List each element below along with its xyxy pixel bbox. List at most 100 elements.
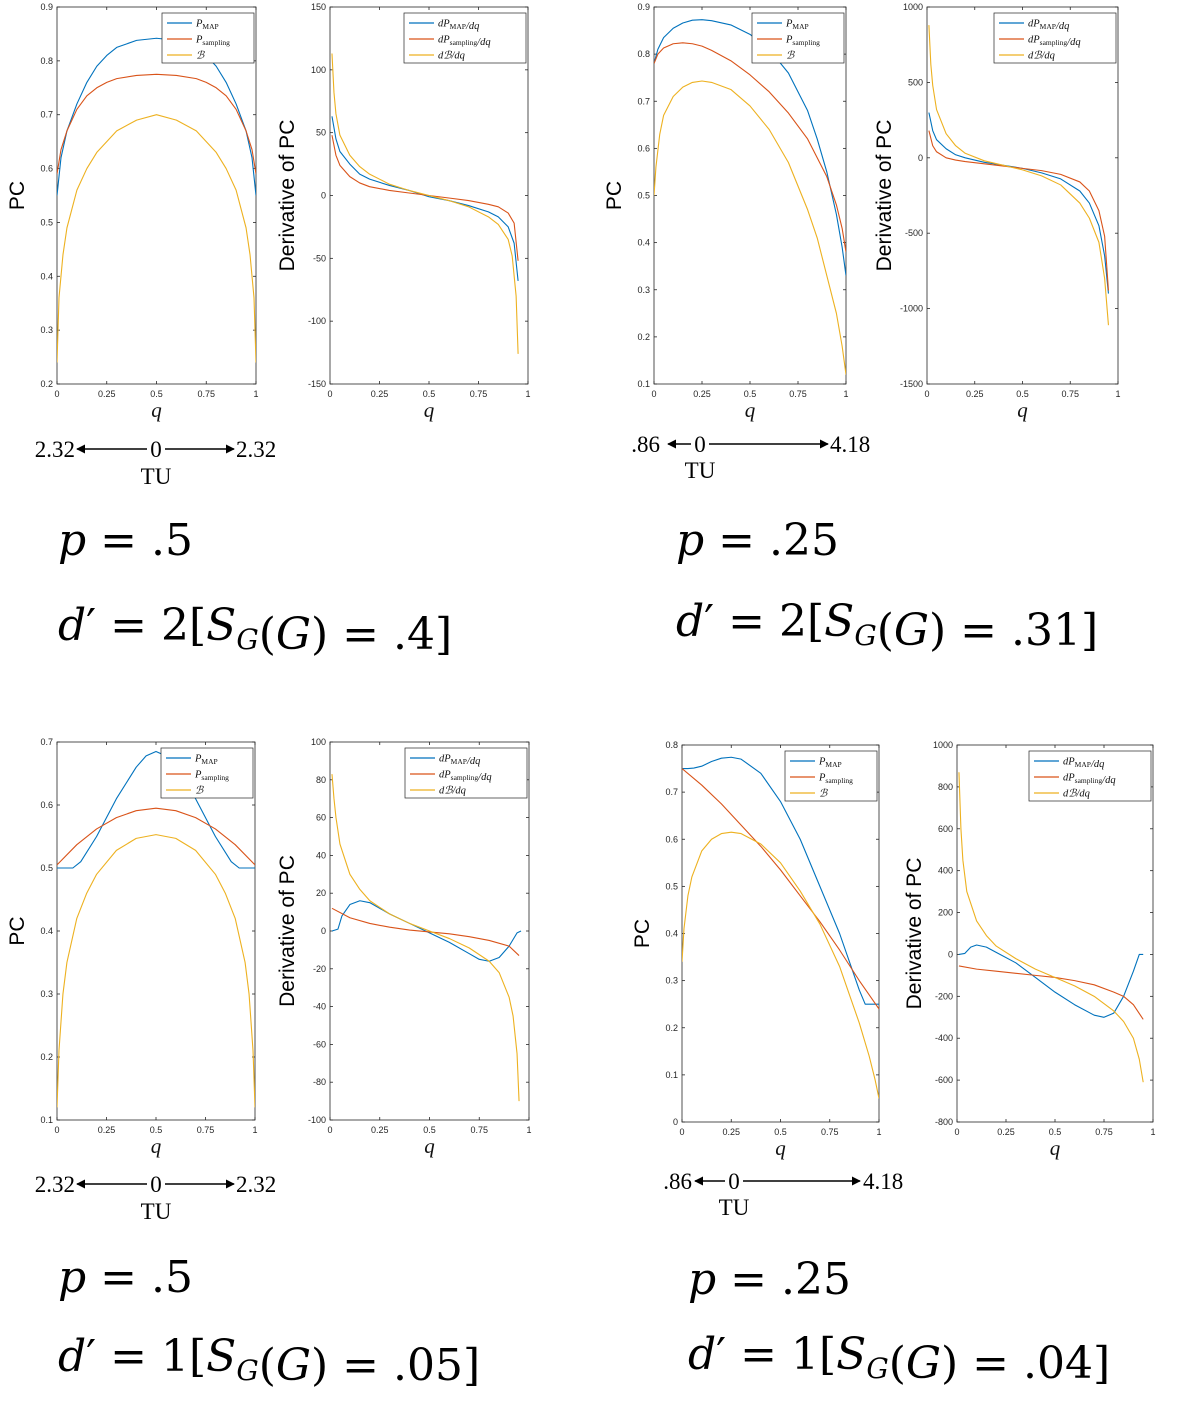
y-axis-label: Derivative of PC (903, 858, 926, 1010)
y-tick-label: 100 (311, 737, 326, 747)
legend-entry: dPsampling/dq (438, 35, 491, 49)
x-tick-label: 0.5 (150, 1125, 163, 1135)
legend: PMAP Psampling ℬ (161, 12, 255, 64)
tu-scale-4: .86 0 4.18 TU (663, 1169, 903, 1220)
tu-center-value: 0 (150, 1172, 162, 1197)
x-axis-label: q (151, 398, 162, 422)
annotations-layer: 2.32 0 2.32 TU .86 0 4.18 TU 2.32 0 2.32 TU .86 0 4.18… (35, 432, 1110, 1391)
y-tick-label: 600 (938, 824, 953, 834)
legend-entry: Psampling (194, 770, 229, 783)
tu-left-value: 2.32 (35, 437, 75, 462)
y-axis-label: PC (6, 916, 29, 945)
tu-left-value: .86 (631, 432, 660, 457)
x-tick-label: 0.75 (470, 1125, 488, 1135)
x-tick-label: 1 (526, 1125, 531, 1135)
series-line-bayes (682, 831, 879, 1099)
d-prime-line: d′ = 1[SG(G) = .04] (688, 1329, 1110, 1389)
y-tick-label: 0.7 (40, 110, 53, 120)
y-tick-label: 200 (938, 908, 953, 918)
legend: PMAP Psampling ℬ (160, 747, 254, 799)
legend-entry: ℬ (196, 50, 205, 62)
x-tick-label: 1 (253, 389, 258, 399)
x-tick-label: 0.5 (423, 1125, 436, 1135)
y-tick-label: 0.1 (665, 1070, 678, 1080)
series-line-map (57, 37, 256, 196)
chart-pc_p50_d2: 0 0.25 0.5 0.75 1 0.2 0.3 0.4 0.5 0.6 0.7 0.8 0.9 q PC… (6, 2, 259, 422)
legend-entry: dPsampling/dq (1028, 35, 1081, 49)
y-tick-label: 0.7 (637, 96, 650, 106)
legend-entry: dPsampling/dq (439, 770, 492, 784)
d-prime-line: d′ = 2[SG(G) = .31] (676, 596, 1098, 656)
series-line-map (57, 750, 255, 869)
y-axis-label: Derivative of PC (276, 855, 299, 1007)
series-line-map (331, 900, 522, 962)
y-tick-label: 80 (316, 775, 326, 785)
chart-deriv_p25_d1: 0 0.25 0.5 0.75 1 -800 -600 -400 -200 0 200 400 600 8… (903, 740, 1156, 1160)
y-tick-label: -150 (308, 379, 326, 389)
tu-right-value: 4.18 (830, 432, 870, 457)
x-tick-label: 0.75 (1061, 389, 1079, 399)
x-tick-label: 0.75 (1095, 1127, 1113, 1137)
y-tick-label: 0.1 (637, 379, 650, 389)
y-tick-label: 0.5 (637, 191, 650, 201)
formula-block-1: p = .5 d′ = 2[SG(G) = .4] (58, 515, 452, 660)
x-tick-label: 1 (876, 1127, 881, 1137)
y-tick-label: -40 (313, 1002, 326, 1012)
y-tick-label: 500 (908, 77, 923, 87)
x-tick-label: 0.25 (966, 389, 984, 399)
x-tick-label: 0 (327, 1125, 332, 1135)
p-value-line: p = .5 (58, 1252, 193, 1303)
chart-pc_p25_d1: 0 0.25 0.5 0.75 1 0 0.1 0.2 0.3 0.4 0.5 0.6 0.7 0.8 q P… (631, 740, 882, 1160)
x-tick-label: 0 (679, 1127, 684, 1137)
legend-entry: Psampling (818, 773, 853, 786)
series-line-bayes (958, 772, 1144, 1083)
x-tick-label: 0.25 (371, 1125, 389, 1135)
plot-area (926, 6, 1119, 385)
y-tick-label: 20 (316, 888, 326, 898)
x-axis-label: q (151, 1134, 162, 1158)
x-tick-label: 0.25 (693, 389, 711, 399)
legend-entry: Psampling (785, 35, 820, 48)
x-tick-label: 0.75 (197, 389, 215, 399)
x-tick-label: 1 (252, 1125, 257, 1135)
y-tick-label: 0.6 (40, 800, 53, 810)
y-tick-label: 60 (316, 813, 326, 823)
x-tick-label: 0.25 (98, 389, 116, 399)
y-axis-label: PC (6, 181, 29, 210)
y-tick-label: -20 (313, 964, 326, 974)
series-line-bayes (57, 114, 256, 363)
x-tick-label: 0 (54, 389, 59, 399)
x-tick-label: 1 (525, 389, 530, 399)
formula-block-4: p = .25 d′ = 1[SG(G) = .04] (688, 1254, 1110, 1389)
y-tick-label: 0.6 (40, 164, 53, 174)
legend-entry: dPsampling/dq (1063, 773, 1116, 787)
y-tick-label: 0.3 (40, 989, 53, 999)
tu-left-value: .86 (663, 1169, 692, 1194)
x-tick-label: 0.75 (789, 389, 807, 399)
tu-left-value: 2.32 (35, 1172, 75, 1197)
y-tick-label: 0.2 (665, 1023, 678, 1033)
charts-layer: 0 0.25 0.5 0.75 1 0.2 0.3 0.4 0.5 0.6 0.7 0.8 0.9 q PC… (6, 2, 1156, 1160)
x-axis-label: q (1017, 398, 1028, 422)
x-tick-label: 0.25 (98, 1125, 116, 1135)
series-line-sampling (682, 768, 879, 1010)
y-tick-label: 0.7 (665, 787, 678, 797)
x-tick-label: 0 (924, 389, 929, 399)
tu-scale-3: 2.32 0 2.32 TU (35, 1172, 277, 1224)
y-tick-label: 0.2 (40, 1052, 53, 1062)
tu-right-value: 2.32 (236, 437, 276, 462)
y-tick-label: 0.7 (40, 737, 53, 747)
legend-entry: dPMAP/dq (438, 19, 479, 33)
y-tick-label: 150 (311, 2, 326, 12)
y-tick-label: -200 (935, 991, 953, 1001)
y-tick-label: -600 (935, 1075, 953, 1085)
series-line-map (331, 116, 519, 282)
legend-entry: ℬ (786, 50, 795, 62)
tu-center-value: 0 (150, 437, 162, 462)
series-line-bayes (654, 80, 846, 375)
y-tick-label: 0.8 (40, 56, 53, 66)
tu-right-value: 4.18 (863, 1169, 903, 1194)
